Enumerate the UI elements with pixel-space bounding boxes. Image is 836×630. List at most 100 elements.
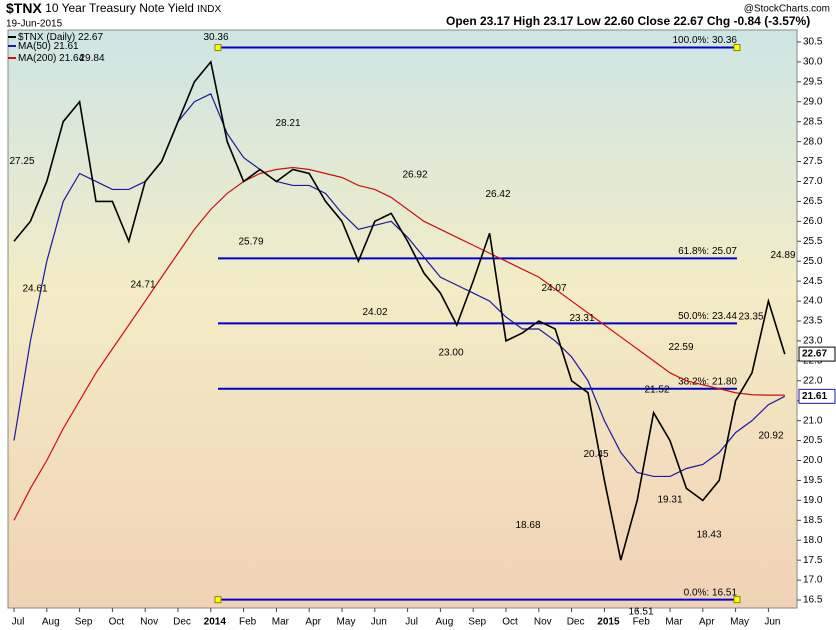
quote-item: Open 23.17 [446,14,510,28]
annotation: 26.92 [402,169,427,180]
annotation: 21.52 [644,385,669,396]
annotation: 28.21 [275,118,300,129]
y-tick-label: 23.5 [803,316,823,327]
y-tick-label: 20.0 [803,455,823,466]
fib-handle [214,44,222,52]
fib-label: 61.8%: 25.07 [678,246,737,257]
quote-item: Chg -0.84 (-3.57%) [707,14,810,28]
x-tick-label: Sep [75,617,93,628]
legend-value: 21.61 [54,41,79,52]
fib-handle [733,596,741,604]
legend-value: 21.64 [59,53,84,64]
x-tick-label: 2014 [204,617,227,628]
x-tick-label: Feb [633,617,651,628]
x-tick-label: Dec [173,617,191,628]
y-tick-label: 25.0 [803,256,823,267]
annotation: 20.92 [758,430,783,441]
legend-entry: MA(200) 21.64 [18,53,85,64]
x-tick-label: Dec [567,617,585,628]
legend-entry: MA(50) 21.61 [18,41,79,52]
annotation: 19.31 [657,495,682,506]
y-tick-label: 24.5 [803,276,823,287]
series-line [13,60,786,561]
x-tick-label: Nov [534,617,552,628]
legend-name: MA(200) [18,53,56,64]
y-tick-label: 30.0 [803,57,823,68]
series-line [13,92,786,478]
y-tick-label: 30.5 [803,37,823,48]
x-tick-label: Apr [699,617,715,628]
y-tick-label: 18.5 [803,515,823,526]
y-tick-label: 28.5 [803,116,823,127]
x-tick-label: Jun [371,617,387,628]
annotation: 22.59 [668,342,693,353]
x-tick-label: Jul [12,617,25,628]
x-tick-label: May [730,617,749,628]
value-tag [798,346,836,362]
fib-handle [733,44,741,52]
source: @StockCharts.com [744,4,830,15]
legend-name: MA(50) [18,41,51,52]
y-tick-label: 17.0 [803,575,823,586]
plot-area [7,29,798,609]
annotation: 24.89 [770,250,795,261]
x-tick-label: 2015 [597,617,620,628]
series-line [13,166,785,521]
y-tick-label: 28.0 [803,136,823,147]
y-tick-label: 24.0 [803,296,823,307]
y-tick-label: 29.0 [803,96,823,107]
y-tick-label: 27.5 [803,156,823,167]
annotation: 24.71 [130,279,155,290]
annotation: 23.31 [569,313,594,324]
annotation: 24.07 [541,283,566,294]
annotation: 27.25 [9,156,34,167]
x-tick-label: Aug [436,617,454,628]
annotation: 18.43 [696,530,721,541]
y-tick-label: 26.0 [803,216,823,227]
fib-label: 38.2%: 21.80 [678,376,737,387]
annotation: 18.68 [515,520,540,531]
y-tick-label: 23.0 [803,336,823,347]
annotation: 23.00 [438,348,463,359]
y-tick-label: 18.0 [803,535,823,546]
y-tick-label: 22.0 [803,375,823,386]
annotation: 24.02 [362,307,387,318]
annotation: 29.84 [79,53,104,64]
y-tick-label: 17.5 [803,555,823,566]
y-tick-label: 25.5 [803,236,823,247]
x-tick-label: Feb [239,617,257,628]
y-tick-label: 26.5 [803,196,823,207]
y-tick-label: 20.5 [803,435,823,446]
annotation: 20.45 [583,449,608,460]
quote: Open 23.17 High 23.17 Low 22.60 Close 22… [446,14,810,28]
y-tick-label: 19.0 [803,495,823,506]
fib-handle [214,596,222,604]
date: 19-Jun-2015 [6,19,63,30]
x-tick-label: Mar [665,617,683,628]
annotation: 26.42 [485,189,510,200]
y-tick-label: 29.5 [803,76,823,87]
annotation: 25.79 [238,236,263,247]
value-tag [798,388,836,404]
x-tick-label: May [337,617,356,628]
x-tick-label: Aug [42,617,60,628]
legend-entry: $TNX (Daily) 22.67 [18,32,103,43]
quote-item: High 23.17 [513,14,573,28]
value-tag-label: 21.61 [802,391,827,402]
annotation: 16.51 [628,606,653,617]
fib-label: 100.0%: 30.36 [673,35,738,46]
fib-label: 0.0%: 16.51 [684,587,738,598]
y-tick-label: 16.5 [803,595,823,606]
x-tick-label: Jul [405,617,418,628]
x-tick-label: Mar [272,617,290,628]
quote-item: Low 22.60 [577,14,635,28]
x-tick-label: Oct [502,617,518,628]
legend-value: 22.67 [78,32,103,43]
title: $TNX 10 Year Treasury Note Yield INDX [6,0,221,16]
x-tick-label: Nov [140,617,158,628]
value-tag-label: 22.67 [802,349,827,360]
y-tick-label: 27.0 [803,176,823,187]
x-tick-label: Sep [468,617,486,628]
x-tick-label: Jun [764,617,780,628]
